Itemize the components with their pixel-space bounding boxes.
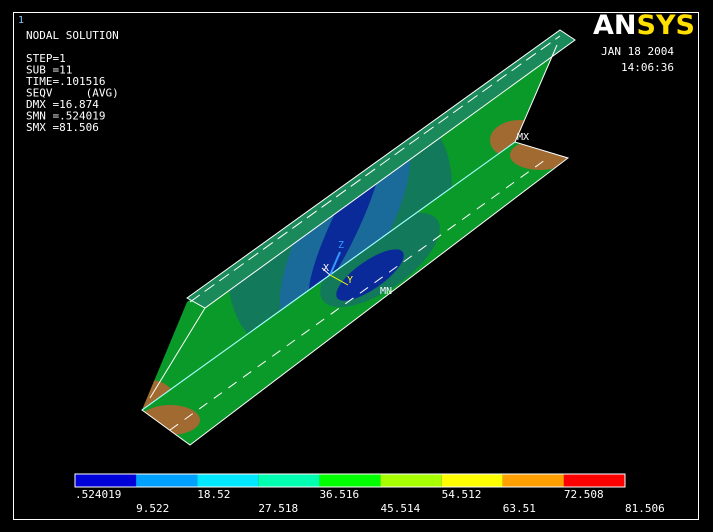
legend-label: 72.508 [564, 488, 604, 501]
info-line: SUB =11 [26, 64, 72, 77]
legend-label: 54.512 [442, 488, 482, 501]
legend-label: 27.518 [258, 502, 298, 515]
window-number: 1 [18, 15, 24, 26]
info-line: SMX =81.506 [26, 121, 99, 134]
legend-label: 9.522 [136, 502, 169, 515]
legend-label: 63.51 [503, 502, 536, 515]
legend-label: 18.52 [197, 488, 230, 501]
logo-second: SYS [637, 10, 695, 41]
legend-label: 45.514 [381, 502, 421, 515]
triad-y-label: Y [347, 275, 353, 286]
min-marker: MN [380, 286, 392, 297]
frame [13, 12, 699, 520]
top-flange [187, 30, 575, 308]
max-marker: MX [517, 132, 529, 143]
legend-swatch [441, 474, 503, 487]
model [141, 29, 576, 446]
triad-z [329, 251, 341, 276]
info-line: SMN =.524019 [26, 110, 105, 123]
legend-swatch [502, 474, 564, 487]
time: 14:06:36 [621, 61, 674, 74]
triad-y [329, 274, 349, 286]
legend-swatch [197, 474, 259, 487]
logo: ANSYS [593, 10, 695, 41]
date: JAN 18 2004 [601, 45, 674, 58]
triad-z-label: Z [338, 240, 344, 251]
legend-label: 36.516 [319, 488, 359, 501]
legend-swatch [380, 474, 442, 487]
legend-swatch [136, 474, 198, 487]
info-line: DMX =16.874 [26, 98, 99, 111]
info-line: TIME=.101516 [26, 75, 105, 88]
info-line: STEP=1 [26, 52, 66, 65]
legend-label: 81.506 [625, 502, 665, 515]
legend: .524019 18.52 36.516 54.512 72.508 9.522 27.51… [74, 473, 665, 515]
triad-x-label: X [323, 263, 329, 274]
legend-label: .524019 [75, 488, 121, 501]
legend-swatch [319, 474, 381, 487]
legend-swatch [258, 474, 320, 487]
legend-border [74, 473, 626, 488]
info-title: NODAL SOLUTION [26, 29, 119, 42]
logo-first: AN [593, 10, 637, 41]
triad-x [321, 267, 331, 276]
legend-swatch [75, 474, 137, 487]
info-line: SEQV (AVG) [26, 87, 119, 100]
legend-swatch [563, 474, 625, 487]
